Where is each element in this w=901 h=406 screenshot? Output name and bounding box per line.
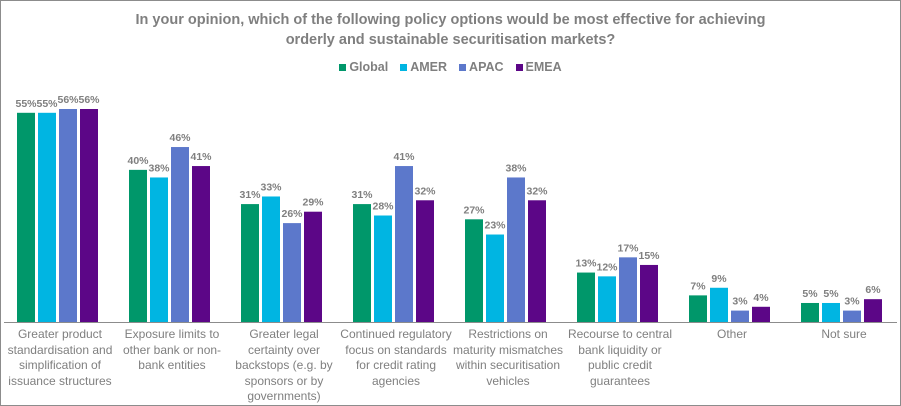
x-tick-label-5: Recourse to central bank liquidity or pu… [567, 327, 673, 388]
legend-swatch-amer [400, 63, 408, 71]
bar-emea-1 [192, 166, 210, 322]
bar-apac-1 [171, 147, 189, 322]
bar-apac-2 [283, 223, 301, 322]
legend-swatch-global [339, 63, 347, 71]
data-label-emea-1: 41% [190, 151, 212, 163]
chart-title: In your opinion, which of the following … [0, 10, 901, 50]
legend-label-emea: EMEA [525, 60, 562, 74]
data-label-global-6: 7% [690, 280, 706, 292]
data-label-emea-3: 32% [414, 185, 436, 197]
bar-amer-4 [486, 234, 504, 322]
data-label-global-4: 27% [463, 204, 485, 216]
data-label-apac-3: 41% [393, 151, 415, 163]
bar-global-2 [241, 204, 259, 322]
data-label-apac-5: 17% [617, 242, 639, 254]
bar-emea-4 [528, 200, 546, 322]
x-tick-label-3: Continued regulatory focus on standards … [340, 327, 452, 388]
data-label-amer-4: 23% [484, 220, 506, 232]
legend-label-global: Global [349, 60, 389, 74]
data-label-emea-2: 29% [302, 197, 324, 209]
bar-emea-2 [304, 211, 322, 322]
bar-global-1 [129, 169, 147, 322]
bar-global-0 [17, 112, 35, 322]
legend-label-apac: APAC [469, 60, 504, 74]
bar-apac-5 [619, 257, 637, 322]
bar-global-6 [689, 295, 707, 322]
bar-amer-5 [598, 276, 616, 322]
x-tick-label-0: Greater product standardisation and simp… [7, 327, 113, 388]
data-label-global-1: 40% [127, 155, 149, 167]
data-label-global-5: 13% [575, 258, 597, 270]
bar-amer-6 [710, 287, 728, 322]
data-label-apac-0: 56% [57, 94, 79, 106]
bar-emea-5 [640, 264, 658, 322]
data-label-emea-7: 6% [865, 284, 881, 296]
data-label-amer-0: 55% [36, 98, 58, 110]
data-label-emea-4: 32% [526, 185, 548, 197]
bar-global-4 [465, 219, 483, 322]
data-label-global-2: 31% [239, 189, 261, 201]
bar-amer-0 [38, 112, 56, 322]
data-label-amer-3: 28% [372, 201, 394, 213]
legend-item-amer: AMER [400, 60, 447, 74]
legend-label-amer: AMER [410, 60, 448, 74]
legend-item-emea: EMEA [515, 60, 562, 74]
data-label-apac-6: 3% [732, 296, 748, 308]
data-label-amer-2: 33% [260, 181, 282, 193]
chart-title-line-2: orderly and sustainable securitisation m… [285, 32, 616, 48]
data-label-emea-6: 4% [753, 292, 769, 304]
x-tick-label-4: Restrictions on maturity mismatches with… [452, 327, 564, 388]
bar-emea-0 [80, 109, 98, 322]
data-label-global-3: 31% [351, 189, 373, 201]
bar-emea-3 [416, 200, 434, 322]
legend-item-global: Global [339, 60, 388, 74]
bar-apac-7 [843, 310, 861, 322]
bar-apac-6 [731, 310, 749, 322]
data-label-global-0: 55% [15, 98, 37, 110]
legend-item-apac: APAC [459, 60, 504, 74]
data-label-emea-0: 56% [78, 94, 100, 106]
bar-amer-2 [262, 196, 280, 322]
data-label-amer-5: 12% [596, 261, 618, 273]
data-label-amer-7: 5% [823, 288, 839, 300]
x-tick-label-6: Other [716, 327, 747, 341]
data-label-amer-1: 38% [148, 162, 170, 174]
bar-apac-3 [395, 166, 413, 322]
bar-emea-6 [752, 306, 770, 322]
data-label-amer-6: 9% [711, 273, 727, 285]
bar-global-3 [353, 204, 371, 322]
data-label-apac-7: 3% [844, 296, 860, 308]
bar-amer-3 [374, 215, 392, 322]
chart-legend: Global AMER APAC EMEA [0, 60, 901, 74]
bar-apac-4 [507, 177, 525, 322]
bar-emea-7 [864, 299, 882, 322]
data-label-apac-2: 26% [281, 208, 303, 220]
x-tick-label-7: Not sure [821, 327, 867, 341]
data-label-apac-1: 46% [169, 132, 191, 144]
data-label-global-7: 5% [802, 288, 818, 300]
x-tick-label-1: Exposure limits to other bank or non-ban… [122, 327, 222, 372]
bar-amer-1 [150, 177, 168, 322]
x-tick-label-2: Greater legal certainty over backstops (… [235, 327, 333, 403]
bar-amer-7 [822, 302, 840, 322]
bar-global-7 [801, 302, 819, 322]
data-label-emea-5: 15% [638, 250, 660, 262]
legend-swatch-emea [515, 63, 523, 71]
bar-apac-0 [59, 109, 77, 322]
chart-title-line-1: In your opinion, which of the following … [135, 12, 766, 28]
legend-swatch-apac [459, 63, 467, 71]
bar-global-5 [577, 272, 595, 322]
data-label-apac-4: 38% [505, 162, 527, 174]
